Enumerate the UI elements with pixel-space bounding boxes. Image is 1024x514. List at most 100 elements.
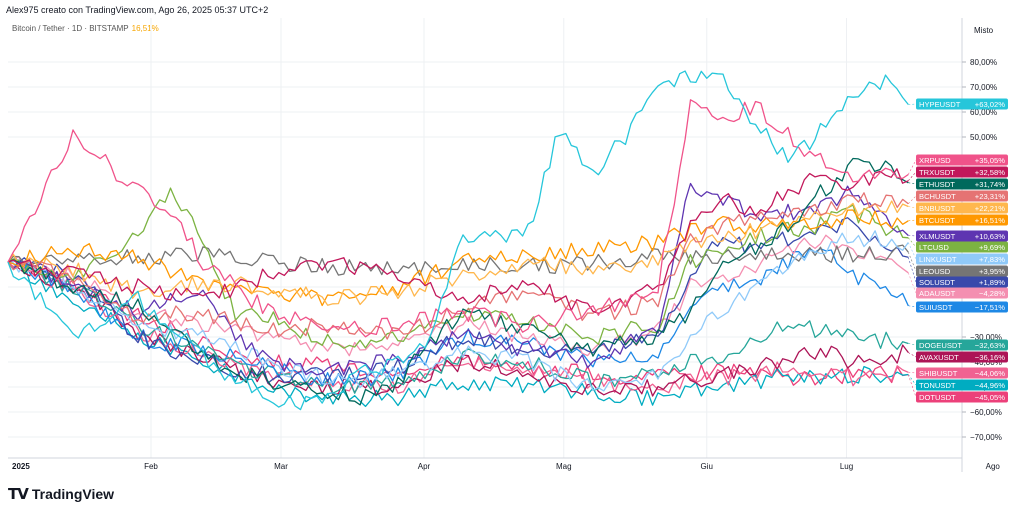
series-line-hypeusdt[interactable] bbox=[7, 70, 909, 411]
series-tag-change: −17,51% bbox=[975, 303, 1005, 312]
y-tick-label: 70,00% bbox=[970, 83, 997, 92]
series-line-dotusdt[interactable] bbox=[7, 261, 909, 386]
series-tag-linkusdt[interactable] bbox=[916, 253, 1008, 265]
series-tag-ltcusd[interactable] bbox=[916, 241, 1008, 253]
series-tag-dotusdt[interactable] bbox=[916, 391, 1008, 403]
series-leader-line bbox=[907, 257, 917, 283]
comparison-chart[interactable]: 80,00%70,00%60,00%50,00%−10,00%−30,00%−4… bbox=[0, 0, 1024, 480]
series-leader-line bbox=[908, 352, 917, 358]
y-tick-label: 80,00% bbox=[970, 58, 997, 67]
x-tick-label: Apr bbox=[418, 462, 431, 471]
series-tag-trxusdt[interactable] bbox=[916, 166, 1008, 178]
x-tick-label: Ago bbox=[986, 462, 1001, 471]
series-tag-leousd[interactable] bbox=[916, 265, 1008, 277]
series-line-trxusdt[interactable] bbox=[7, 168, 909, 314]
symbol-label: Bitcoin / Tether · 1D · BITSTAMP bbox=[12, 24, 129, 33]
tradingview-logo-mark: TV bbox=[8, 485, 29, 503]
series-leader-line bbox=[908, 182, 917, 185]
series-tag-suiusdt[interactable] bbox=[916, 301, 1008, 313]
series-tag-change: +63,02% bbox=[975, 100, 1005, 109]
x-tick-label: Lug bbox=[840, 462, 853, 471]
series-line-solusdt[interactable] bbox=[7, 217, 909, 384]
series-tag-change: +23,31% bbox=[975, 192, 1005, 201]
x-tick-label: 2025 bbox=[12, 462, 30, 471]
y-tick-label: −70,00% bbox=[970, 433, 1002, 442]
series-tag-change: +22,21% bbox=[975, 204, 1005, 213]
series-tag-bchusdt[interactable] bbox=[916, 190, 1008, 202]
series-leader-line bbox=[908, 237, 917, 248]
series-tag-shibusdt[interactable] bbox=[916, 367, 1008, 379]
series-tag-name: LTCUSD bbox=[919, 243, 949, 252]
series-leader-line bbox=[908, 219, 917, 222]
series-leader-line bbox=[907, 272, 917, 294]
series-tag-dogeusdt[interactable] bbox=[916, 339, 1008, 351]
series-tag-change: +35,05% bbox=[975, 156, 1005, 165]
tradingview-logo-text: TradingView bbox=[31, 486, 115, 502]
series-tag-name: BTCUSDT bbox=[919, 216, 955, 225]
series-tag-hypeusdt[interactable] bbox=[916, 98, 1008, 110]
series-tag-name: TONUSDT bbox=[919, 381, 956, 390]
series-tag-change: −44,06% bbox=[975, 369, 1005, 378]
series-leader-line bbox=[908, 103, 917, 105]
series-leader-line bbox=[908, 371, 917, 374]
series-line-ltcusd[interactable] bbox=[7, 187, 909, 349]
symbol-info[interactable]: Bitcoin / Tether · 1D · BITSTAMP 16,51% bbox=[12, 24, 159, 33]
series-line-linkusdt[interactable] bbox=[7, 230, 909, 392]
price-axis-mode[interactable]: Misto bbox=[974, 26, 994, 35]
series-line-btcusdt[interactable] bbox=[7, 209, 909, 307]
series-line-leousd[interactable] bbox=[7, 244, 909, 276]
series-line-bnbusdt[interactable] bbox=[7, 200, 909, 306]
series-tag-btcusdt[interactable] bbox=[916, 214, 1008, 226]
series-line-tonusdt[interactable] bbox=[7, 259, 909, 408]
series-leader-line bbox=[908, 305, 917, 308]
series-leader-line bbox=[908, 374, 917, 386]
series-tag-change: −36,16% bbox=[975, 353, 1005, 362]
y-tick-label: 60,00% bbox=[970, 108, 997, 117]
series-leader-line bbox=[908, 235, 917, 237]
series-tag-name: XLMUSDT bbox=[919, 232, 956, 241]
series-tag-xrpusd[interactable] bbox=[916, 154, 1008, 166]
series-tag-tonusdt[interactable] bbox=[916, 379, 1008, 391]
y-tick-label: −60,00% bbox=[970, 408, 1002, 417]
series-tag-change: −4,28% bbox=[979, 289, 1005, 298]
series-tag-name: DOGEUSDT bbox=[919, 341, 962, 350]
series-tag-name: ETHUSDT bbox=[919, 180, 955, 189]
series-tag-change: +31,74% bbox=[975, 180, 1005, 189]
series-line-ethusdt[interactable] bbox=[7, 157, 909, 406]
series-tag-name: SUIUSDT bbox=[919, 303, 953, 312]
series-tag-adausdt[interactable] bbox=[916, 287, 1008, 299]
series-leader-line bbox=[908, 171, 917, 181]
series-tag-name: LEOUSD bbox=[919, 267, 951, 276]
series-tag-change: +3,95% bbox=[979, 267, 1005, 276]
series-line-xrpusd[interactable] bbox=[7, 99, 909, 338]
series-tag-change: +16,51% bbox=[975, 216, 1005, 225]
series-tag-name: TRXUSDT bbox=[919, 168, 955, 177]
series-tag-xlmusdt[interactable] bbox=[916, 230, 1008, 242]
series-tag-bnbusdt[interactable] bbox=[916, 202, 1008, 214]
series-tag-solusdt[interactable] bbox=[916, 276, 1008, 288]
series-tag-name: BNBUSDT bbox=[919, 204, 956, 213]
x-tick-label: Giu bbox=[701, 462, 713, 471]
series-tag-name: DOTUSDT bbox=[919, 393, 956, 402]
chart-credit: Alex975 creato con TradingView.com, Ago … bbox=[6, 5, 269, 15]
series-tag-ethusdt[interactable] bbox=[916, 178, 1008, 190]
series-tag-name: BCHUSDT bbox=[919, 192, 956, 201]
series-tag-name: SOLUSDT bbox=[919, 278, 955, 287]
series-line-dogeusdt[interactable] bbox=[7, 260, 909, 394]
series-tag-avaxusdt[interactable] bbox=[916, 351, 1008, 363]
series-tag-change: +9,69% bbox=[979, 243, 1005, 252]
series-leader-line bbox=[908, 206, 917, 209]
series-tag-change: −44,96% bbox=[975, 381, 1005, 390]
series-leader-line bbox=[907, 374, 917, 398]
series-tag-change: +7,83% bbox=[979, 255, 1005, 264]
x-tick-label: Mar bbox=[274, 462, 288, 471]
symbol-change: 16,51% bbox=[131, 24, 159, 33]
series-tag-name: LINKUSDT bbox=[919, 255, 957, 264]
tradingview-logo: TV TradingView bbox=[8, 484, 114, 504]
series-line-avaxusdt[interactable] bbox=[7, 261, 909, 397]
series-leader-line bbox=[907, 242, 917, 260]
series-tag-name: XRPUSD bbox=[919, 156, 951, 165]
y-tick-label: 50,00% bbox=[970, 133, 997, 142]
series-line-adausdt[interactable] bbox=[7, 234, 909, 357]
